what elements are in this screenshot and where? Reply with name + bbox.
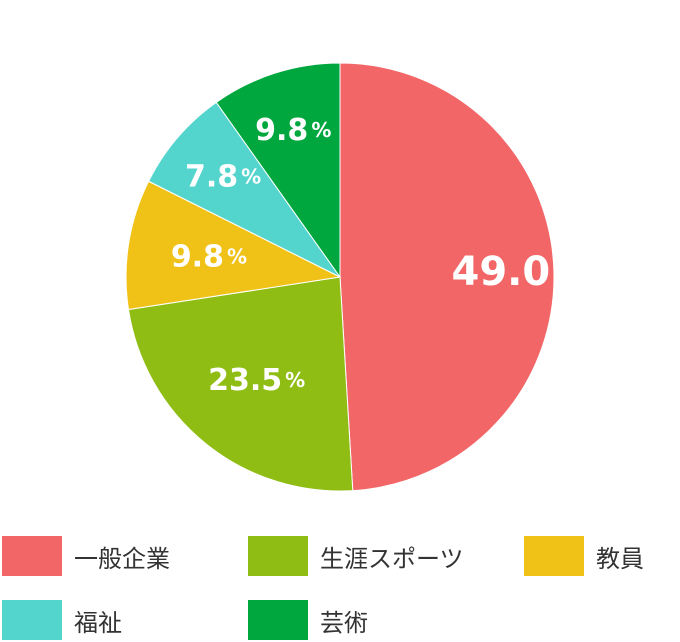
legend-label: 芸術 <box>320 608 368 637</box>
slice-data-label: 49.0% <box>452 249 580 295</box>
slice-data-label: 9.8% <box>255 113 331 148</box>
legend-swatch <box>2 600 62 640</box>
pie-slice <box>215 62 341 279</box>
legend-item: 教員 <box>524 534 644 578</box>
pie-slice <box>125 180 342 311</box>
pie-slice <box>127 276 354 492</box>
legend: 一般企業 生涯スポーツ 教員福祉 芸術 <box>0 534 680 640</box>
slice-data-label: 9.8% <box>171 239 247 274</box>
legend-label: 福祉 <box>74 608 122 637</box>
legend-swatch <box>2 536 62 576</box>
legend-item: 一般企業 <box>2 534 170 578</box>
legend-item: 福祉 <box>2 598 122 642</box>
pie-slice <box>339 62 555 492</box>
legend-label: 教員 <box>596 544 644 573</box>
legend-swatch <box>248 536 308 576</box>
legend-item: 生涯スポーツ <box>248 534 464 578</box>
slice-data-label: 23.5% <box>208 363 305 398</box>
legend-swatch <box>524 536 584 576</box>
legend-item: 芸術 <box>248 598 368 642</box>
slice-data-label: 7.8% <box>185 159 261 194</box>
pie-chart: 49.0 % 23.5 % 9.8 % 7.8 % 9.8% <box>125 62 580 492</box>
legend-label: 一般企業 <box>74 544 170 573</box>
pie-slice <box>147 101 341 278</box>
legend-label: 生涯スポーツ <box>320 544 464 573</box>
legend-swatch <box>248 600 308 640</box>
